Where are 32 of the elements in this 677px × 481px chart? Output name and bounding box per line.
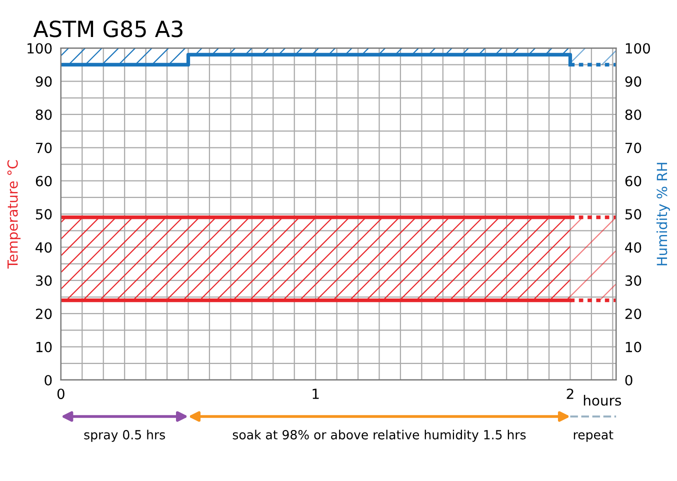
y2-tick-label: 60 (625, 176, 642, 186)
y2-tick-label: 20 (625, 308, 642, 320)
y-tick-label: 70 (36, 142, 52, 154)
text: repeat (574, 430, 614, 442)
x-axis-title: hours (584, 394, 622, 406)
text: soak at 98% or above relative humidity 1.5 hrs (232, 430, 526, 442)
y-tick-label: 10 (36, 342, 52, 352)
x-tick-label: 0 (57, 388, 64, 400)
x-tick-label: 1 (312, 388, 319, 399)
y-tick-label: 100 (28, 43, 52, 54)
x-tick-label: 2 (566, 388, 574, 399)
y-tick-label: 90 (36, 76, 52, 87)
y2-tick-label: 100 (626, 43, 650, 54)
y2-tick-label: 70 (626, 142, 642, 154)
y2-tick-label: 40 (625, 242, 642, 253)
text: spray 0.5 hrs (84, 430, 166, 442)
y-tick-label: 20 (36, 308, 52, 320)
y2-tick-label: 50 (625, 209, 642, 220)
chart-title: ASTM G85 A3 (33, 20, 182, 38)
y2-axis-title: Humidity % RH (656, 162, 670, 266)
y2-tick-label: 80 (625, 109, 642, 120)
y-tick-label: 30 (36, 275, 52, 286)
y-tick-label: 60 (36, 176, 52, 186)
y-tick-label: 50 (36, 209, 52, 220)
y-tick-label: 0 (44, 374, 52, 386)
y2-tick-label: 0 (625, 374, 632, 386)
y2-tick-label: 10 (626, 342, 642, 352)
y2-tick-label: 90 (625, 76, 642, 87)
y-tick-label: 80 (36, 109, 52, 120)
y2-tick-label: 30 (625, 275, 642, 286)
y-axis-title: Temperature °C (7, 160, 21, 269)
y-tick-label: 40 (36, 242, 52, 253)
